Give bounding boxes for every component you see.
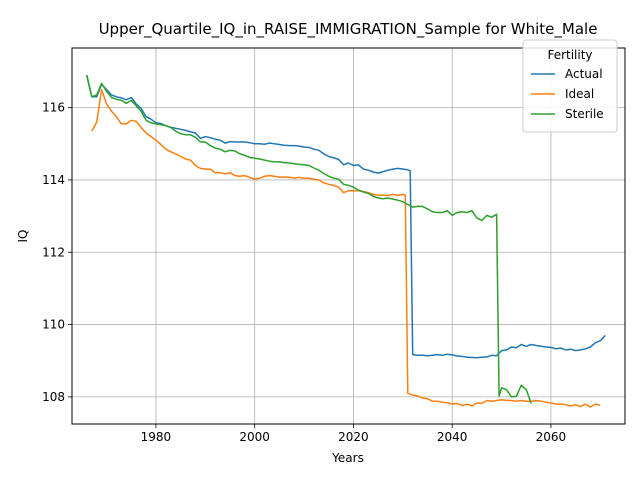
- x-tick-label: 2060: [536, 430, 567, 444]
- legend-entry-actual: Actual: [565, 67, 603, 81]
- x-tick-label: 2040: [437, 430, 468, 444]
- x-tick-label: 2020: [338, 430, 369, 444]
- legend-entry-sterile: Sterile: [565, 107, 604, 121]
- legend-entry-ideal: Ideal: [565, 87, 594, 101]
- y-tick-label: 114: [42, 173, 65, 187]
- legend-title: Fertility: [547, 48, 592, 62]
- x-tick-label: 2000: [239, 430, 270, 444]
- y-tick-label: 108: [42, 390, 65, 404]
- x-axis-label: Years: [331, 451, 364, 465]
- y-tick-label: 112: [42, 245, 65, 259]
- chart-title: Upper_Quartile_IQ_in_RAISE_IMMIGRATION_S…: [99, 20, 598, 39]
- y-tick-label: 110: [42, 318, 65, 332]
- y-tick-label: 116: [42, 101, 65, 115]
- legend: Fertility Actual Ideal Sterile: [523, 40, 617, 132]
- y-axis-label: IQ: [16, 230, 30, 243]
- x-tick-label: 1980: [141, 430, 172, 444]
